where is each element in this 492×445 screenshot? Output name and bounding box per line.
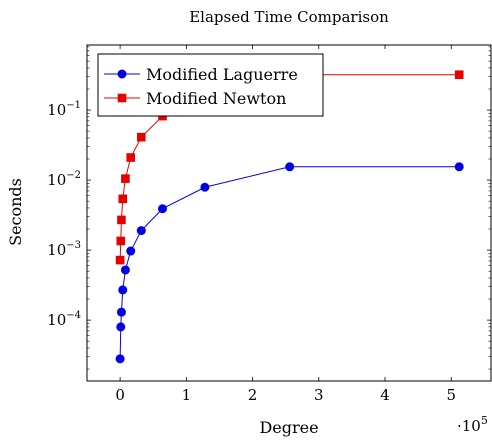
data-point (137, 227, 145, 235)
chart-title: Elapsed Time Comparison (189, 8, 389, 26)
data-point (455, 71, 463, 79)
x-axis-label: Degree (259, 418, 318, 437)
data-point (118, 216, 126, 224)
legend-marker (118, 70, 126, 78)
x-tick-label: 3 (314, 386, 324, 404)
legend-marker (118, 94, 126, 102)
x-tick-label: 0 (115, 386, 125, 404)
x-tick-label: 2 (248, 386, 258, 404)
y-tick-label-base: 10 (47, 171, 66, 189)
x-multiplier-base: ·10 (457, 417, 481, 435)
data-point (116, 256, 124, 264)
y-axis-label: Seconds (6, 178, 25, 246)
y-tick-label-exponent: −1 (66, 100, 81, 111)
x-multiplier-exponent: 5 (481, 414, 488, 427)
y-tick-label-base: 10 (47, 311, 66, 329)
x-tick-label: 4 (380, 386, 390, 404)
data-point (117, 237, 125, 245)
y-tick-label-exponent: −4 (66, 310, 81, 321)
data-point (138, 133, 146, 141)
y-tick-label-base: 10 (47, 101, 66, 119)
legend-label: Modified Newton (146, 89, 286, 108)
y-tick-label: 10−2 (47, 170, 81, 189)
data-point (116, 355, 124, 363)
y-tick-label-exponent: −2 (66, 170, 81, 181)
data-point (122, 175, 130, 183)
y-tick-label: 10−1 (47, 100, 81, 119)
x-multiplier: ·105 (457, 414, 488, 435)
data-point (117, 308, 125, 316)
data-point (127, 247, 135, 255)
data-point (201, 183, 209, 191)
data-point (117, 323, 125, 331)
data-point (119, 286, 127, 294)
data-point (286, 163, 294, 171)
y-tick-label: 10−3 (47, 240, 81, 259)
x-tick-label: 1 (182, 386, 192, 404)
data-point (121, 266, 129, 274)
data-point (127, 154, 135, 162)
x-tick-label: 5 (446, 386, 456, 404)
y-tick-label: 10−4 (47, 310, 81, 329)
data-point (455, 163, 463, 171)
legend-label: Modified Laguerre (146, 65, 298, 84)
y-tick-label-exponent: −3 (66, 240, 81, 251)
data-point (119, 195, 127, 203)
data-point (159, 205, 167, 213)
y-tick-label-base: 10 (47, 241, 66, 259)
series-line-1 (120, 167, 459, 359)
